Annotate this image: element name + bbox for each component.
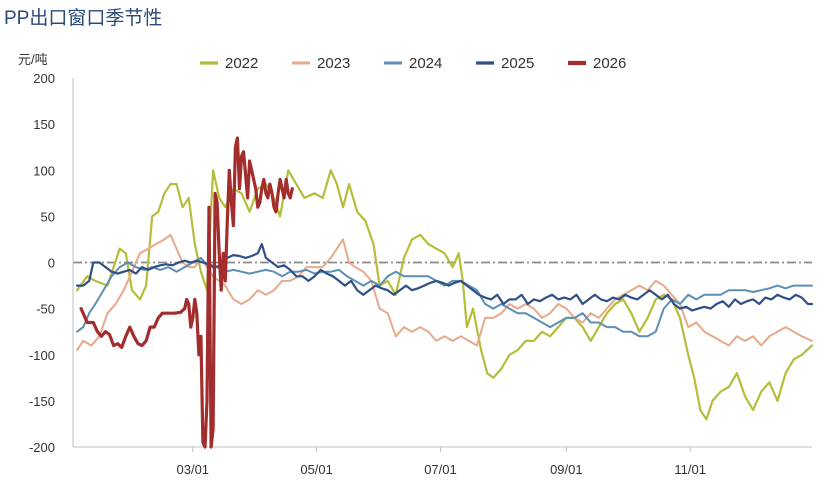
y-tick-label: 200 (33, 71, 55, 86)
y-tick-label: 100 (33, 163, 55, 178)
chart-title: PP出口窗口季节性 (4, 8, 163, 29)
x-tick-label: 03/01 (177, 462, 210, 477)
x-tick-label: 09/01 (550, 462, 583, 477)
series-line-2026 (79, 136, 294, 449)
y-axis-unit: 元/吨 (18, 52, 48, 67)
series-line-2023 (76, 233, 813, 352)
legend-label-2026: 2026 (593, 55, 626, 72)
series-line-2025 (76, 242, 814, 312)
y-axis: 200 150 100 50 0 -50 -100 -150 -200 (29, 71, 812, 455)
y-tick-label: 0 (48, 256, 55, 271)
y-tick-label: -50 (36, 302, 55, 317)
legend: 2022 2023 2024 2025 2026 (200, 55, 626, 72)
y-tick-label: -150 (29, 394, 55, 409)
legend-label-2023: 2023 (317, 55, 350, 72)
x-tick-label: 07/01 (424, 462, 457, 477)
legend-label-2022: 2022 (225, 55, 258, 72)
y-tick-label: 150 (33, 117, 55, 132)
series-lines (76, 136, 814, 449)
series-line-2024 (76, 256, 813, 338)
y-tick-label: -100 (29, 348, 55, 363)
legend-label-2025: 2025 (501, 55, 534, 72)
x-axis: 03/01 05/01 07/01 09/01 11/01 (72, 78, 812, 477)
series-line-2022 (76, 169, 814, 421)
x-tick-label: 11/01 (674, 462, 706, 477)
legend-label-2024: 2024 (409, 55, 442, 72)
y-tick-label: -200 (29, 440, 55, 455)
x-tick-label: 05/01 (300, 462, 333, 477)
y-tick-label: 50 (41, 209, 55, 224)
